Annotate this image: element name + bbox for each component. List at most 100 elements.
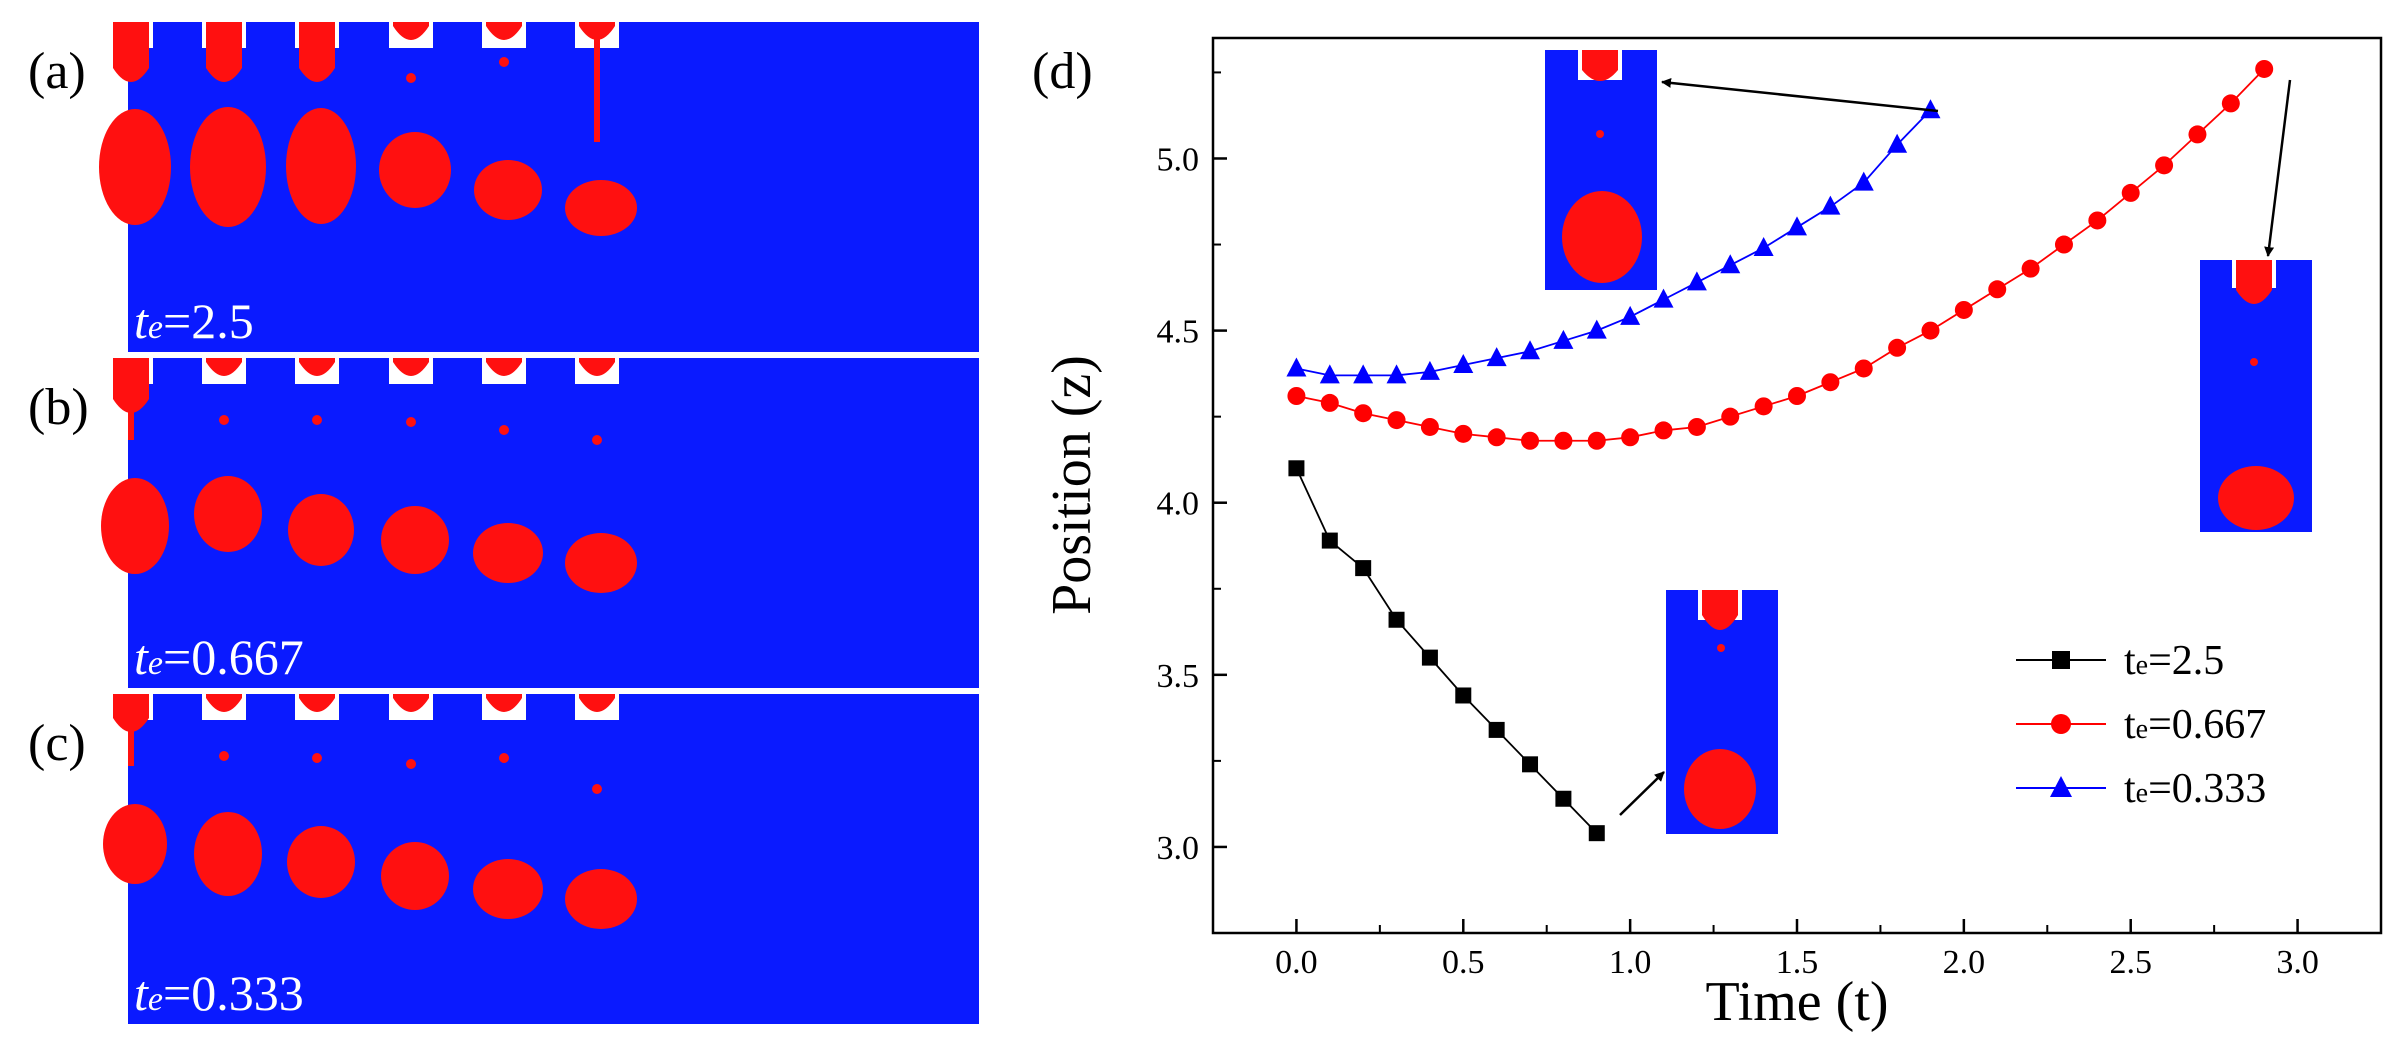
data-point xyxy=(1820,195,1841,215)
satellite-drop xyxy=(499,753,509,763)
main-drop xyxy=(194,812,262,896)
x-tick-label: 3.0 xyxy=(2276,944,2319,981)
x-tick-label: 0.5 xyxy=(1442,944,1485,981)
droplet-layer xyxy=(99,22,637,929)
panel-c-te-label: te=0.333 xyxy=(134,965,304,1021)
legend-item: te=2.5 xyxy=(2016,638,2224,684)
pendant-drop xyxy=(113,358,149,413)
data-point xyxy=(1387,411,1406,430)
series-line xyxy=(1295,467,1598,834)
data-point xyxy=(1388,611,1405,628)
data-point xyxy=(1421,649,1438,666)
data-point xyxy=(1853,171,1874,191)
data-point xyxy=(2255,59,2274,78)
data-point xyxy=(2054,235,2073,254)
simulation-panels: (a) (b) (c) te=2.5 te=0.667 te=0.333 xyxy=(28,22,979,1024)
main-drop xyxy=(474,160,542,220)
panel-a-frame xyxy=(128,22,979,352)
x-axis-title: Time (t) xyxy=(1705,971,1888,1033)
series-1 xyxy=(1287,59,2274,450)
legend: te=2.5 te=0.667 te=0.333 xyxy=(2016,638,2266,812)
main-drop xyxy=(287,826,355,898)
main-drop xyxy=(381,506,449,574)
panel-c-frame xyxy=(128,694,979,1024)
pendant-drop xyxy=(113,22,149,82)
data-point xyxy=(1588,825,1605,842)
main-drop xyxy=(381,842,449,910)
liquid-thread xyxy=(128,726,134,766)
data-point xyxy=(2188,125,2207,144)
data-point xyxy=(1586,319,1607,339)
data-point xyxy=(1854,359,1873,378)
satellite-drop xyxy=(219,415,229,425)
data-point xyxy=(1488,721,1505,738)
legend-item: te=0.667 xyxy=(2016,702,2266,748)
main-drop xyxy=(379,132,451,208)
pendant-drop xyxy=(206,694,242,712)
data-point xyxy=(1354,404,1373,423)
main-drop xyxy=(194,476,262,552)
y-tick-label: 3.0 xyxy=(1157,830,1200,867)
data-point xyxy=(1888,338,1907,357)
data-point xyxy=(2121,183,2140,202)
data-point xyxy=(1454,424,1473,443)
x-tick-label: 1.0 xyxy=(1609,944,1652,981)
data-point xyxy=(1320,393,1339,412)
satellite-drop xyxy=(312,753,322,763)
inset-te-25 xyxy=(1666,590,1778,834)
satellite-drop xyxy=(219,751,229,761)
panel-b-frame xyxy=(128,358,979,688)
arrow-te-0333 xyxy=(1661,77,1939,113)
data-point xyxy=(1520,340,1541,360)
data-point xyxy=(1555,790,1572,807)
y-tick-label: 5.0 xyxy=(1157,141,1200,178)
pendant-drop xyxy=(206,358,242,376)
data-point xyxy=(1754,397,1773,416)
data-point xyxy=(1522,756,1539,773)
main-drop xyxy=(565,180,637,236)
panel-a-te-label: te=2.5 xyxy=(134,293,254,349)
data-point xyxy=(1821,373,1840,392)
data-point xyxy=(1653,288,1674,308)
data-point xyxy=(1954,300,1973,319)
data-point xyxy=(1553,329,1574,349)
x-tick-label: 1.5 xyxy=(1776,944,1819,981)
data-point xyxy=(1420,417,1439,436)
arrow-te-0667 xyxy=(2264,79,2292,257)
panel-b-label: (b) xyxy=(28,379,89,436)
pendant-drop xyxy=(579,694,615,712)
x-tick-label: 2.5 xyxy=(2109,944,2152,981)
data-point xyxy=(1686,271,1707,291)
data-point xyxy=(2021,259,2040,278)
data-point xyxy=(1554,431,1573,450)
pendant-drop xyxy=(299,22,335,82)
series-line xyxy=(1296,68,2265,442)
y-tick-label: 4.5 xyxy=(1157,314,1200,351)
data-point xyxy=(1353,364,1374,384)
y-axis-title: Position (z) xyxy=(1041,355,1103,615)
liquid-thread xyxy=(128,407,134,440)
data-point xyxy=(1355,560,1372,577)
data-point xyxy=(1587,431,1606,450)
legend-label: te=0.667 xyxy=(2124,702,2266,748)
pendant-drop xyxy=(486,358,522,376)
y-tick-label: 4.0 xyxy=(1157,486,1200,523)
data-point xyxy=(1453,354,1474,374)
legend-label: te=2.5 xyxy=(2124,638,2224,684)
satellite-drop xyxy=(592,435,602,445)
x-tick-label: 2.0 xyxy=(1943,944,1986,981)
data-point xyxy=(1288,460,1305,477)
data-point xyxy=(1988,280,2007,299)
data-point xyxy=(1687,417,1706,436)
pendant-drop xyxy=(579,22,615,40)
pendant-drop xyxy=(486,22,522,40)
satellite-drop xyxy=(499,425,509,435)
main-drop xyxy=(103,804,167,884)
panel-d-label: (d) xyxy=(1032,43,1093,100)
data-point xyxy=(1720,254,1741,274)
data-point xyxy=(1287,387,1306,405)
series-2 xyxy=(1286,99,1941,384)
x-tick-label: 0.0 xyxy=(1275,944,1318,981)
series-0 xyxy=(1288,460,1605,842)
